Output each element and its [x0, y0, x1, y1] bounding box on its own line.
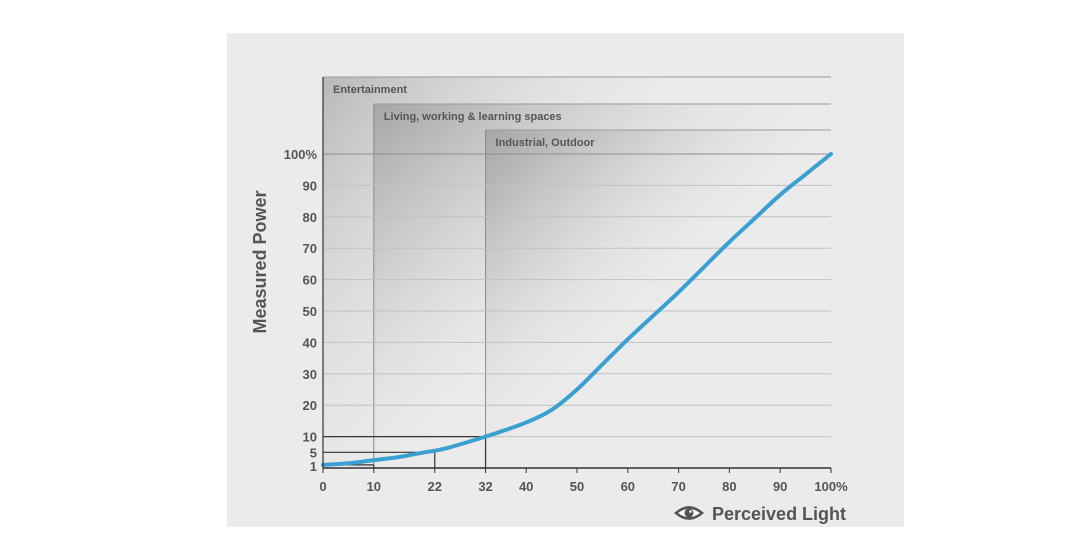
series-point-0-18: [753, 217, 756, 220]
series-point-0-20: [804, 173, 807, 176]
series-point-0-4: [423, 451, 426, 454]
series-layer: [321, 152, 833, 467]
series-point-0-6: [448, 446, 451, 449]
y-tick-label: 90: [303, 178, 317, 193]
series-point-0-15: [677, 291, 680, 294]
series-point-0-1: [347, 462, 350, 465]
series-point-0-13: [626, 338, 629, 341]
y-tick-label: 30: [303, 367, 317, 382]
series-line-0: [321, 152, 833, 467]
y-tick-label: 80: [303, 210, 317, 225]
eye-icon: [673, 506, 705, 520]
zone-1-label: Entertainment: [333, 84, 407, 96]
x-axis-title: Perceived Light: [712, 504, 846, 524]
zone-3-label: Industrial, Outdoor: [496, 137, 596, 149]
x-tick-label: 60: [621, 479, 635, 494]
x-tick-label: 0: [319, 479, 326, 494]
series-point-0-14: [652, 314, 655, 317]
x-tick-label: 100%: [814, 479, 848, 494]
series-point-0-19: [779, 193, 782, 196]
series-point-0-2: [372, 459, 375, 462]
zone-3-background: [485, 130, 831, 468]
y-tick-label: 70: [303, 241, 317, 256]
series-point-0-3: [398, 455, 401, 458]
series-point-0-12: [601, 363, 604, 366]
series-point-0-21: [829, 152, 832, 155]
zone-2-label: Living, working & learning spaces: [384, 111, 562, 123]
y-tick-label: 5: [310, 445, 317, 460]
y-tick-label: 100%: [284, 147, 318, 162]
x-tick-label: 80: [722, 479, 736, 494]
perceived-light-chart: Entertainment Living, working & learning …: [250, 76, 848, 524]
series-point-0-11: [575, 388, 578, 391]
x-tick-label: 32: [478, 479, 492, 494]
y-tick-label: 40: [303, 335, 317, 350]
axis-layer: 0 10 22 32 40 50 60 70 80 90 100%15102030405060708…: [284, 77, 848, 494]
x-tick-label: 90: [773, 479, 787, 494]
series-point-0-10: [550, 408, 553, 411]
y-tick-label: 1: [310, 459, 317, 474]
x-tick-label: 10: [367, 479, 381, 494]
x-tick-label: 50: [570, 479, 584, 494]
zones-layer: Entertainment Living, working & learning …: [322, 76, 831, 468]
x-tick-label: 40: [519, 479, 533, 494]
grid-layer: [323, 153, 831, 438]
series-point-0-16: [702, 265, 705, 268]
y-tick-label: 20: [303, 398, 317, 413]
chart-panel: Entertainment Living, working & learning …: [227, 33, 904, 527]
series-point-0-5: [433, 449, 436, 452]
x-tick-label: 70: [671, 479, 685, 494]
y-tick-label: 60: [303, 273, 317, 288]
series-point-0-17: [728, 240, 731, 243]
x-tick-label: 22: [428, 479, 442, 494]
y-axis-title: Measured Power: [250, 190, 270, 333]
series-point-0-9: [525, 421, 528, 424]
series-point-0-8: [499, 430, 502, 433]
y-tick-label: 50: [303, 304, 317, 319]
y-tick-label: 10: [303, 430, 317, 445]
series-point-0-7: [484, 435, 487, 438]
